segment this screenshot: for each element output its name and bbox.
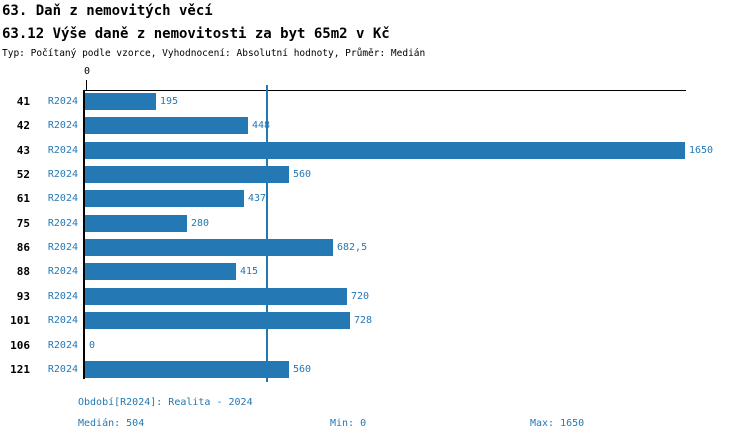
y-axis-line bbox=[83, 90, 85, 379]
row-category-label: 88 bbox=[16, 265, 30, 278]
bar bbox=[85, 166, 289, 183]
row-series-label: R2024 bbox=[47, 218, 78, 229]
chart-row: 88 R2024 415 bbox=[0, 263, 750, 280]
row-category-label: 101 bbox=[10, 314, 30, 327]
row-category-label: 43 bbox=[16, 144, 30, 157]
bar-value-label: 1650 bbox=[689, 145, 714, 156]
bar-value-label: 280 bbox=[191, 218, 210, 229]
bar bbox=[85, 288, 347, 305]
x-axis-zero-tick bbox=[86, 80, 87, 90]
bar-value-label: 720 bbox=[351, 291, 370, 302]
bar bbox=[85, 93, 156, 110]
row-category-label: 61 bbox=[16, 192, 30, 205]
row-category-label: 41 bbox=[16, 95, 30, 108]
chart-row: 101 R2024 728 bbox=[0, 312, 750, 329]
chart-row: 75 R2024 280 bbox=[0, 215, 750, 232]
chart-row: 86 R2024 682,5 bbox=[0, 239, 750, 256]
bar bbox=[85, 263, 236, 280]
row-series-label: R2024 bbox=[47, 364, 78, 375]
bar-value-label: 437 bbox=[248, 193, 267, 204]
chart-row: 61 R2024 437 bbox=[0, 190, 750, 207]
footer-max: Max: 1650 bbox=[530, 418, 585, 429]
chart-row: 43 R2024 1650 bbox=[0, 142, 750, 159]
chart-row: 41 R2024 195 bbox=[0, 93, 750, 110]
row-series-label: R2024 bbox=[47, 96, 78, 107]
row-category-label: 106 bbox=[10, 339, 30, 352]
bar-value-label: 448 bbox=[252, 120, 271, 131]
bar-value-label: 682,5 bbox=[337, 242, 368, 253]
footer-min: Min: 0 bbox=[330, 418, 367, 429]
bar-value-label: 560 bbox=[293, 364, 312, 375]
bar-value-label: 728 bbox=[354, 315, 373, 326]
row-category-label: 93 bbox=[16, 290, 30, 303]
row-category-label: 86 bbox=[16, 241, 30, 254]
chart-subtitle: 63.12 Výše daně z nemovitosti za byt 65m… bbox=[2, 26, 390, 42]
row-category-label: 42 bbox=[16, 119, 30, 132]
chart-meta-line: Typ: Počítaný podle vzorce, Vyhodnocení:… bbox=[2, 48, 426, 59]
bar bbox=[85, 190, 244, 207]
row-category-label: 75 bbox=[16, 217, 30, 230]
bar-value-label: 0 bbox=[89, 340, 96, 351]
row-series-label: R2024 bbox=[47, 193, 78, 204]
bar-value-label: 415 bbox=[240, 266, 259, 277]
bar bbox=[85, 361, 289, 378]
bar bbox=[85, 142, 685, 159]
chart-row: 121 R2024 560 bbox=[0, 361, 750, 378]
row-series-label: R2024 bbox=[47, 315, 78, 326]
footer-median: Medián: 504 bbox=[78, 418, 145, 429]
row-series-label: R2024 bbox=[47, 242, 78, 253]
bar-value-label: 560 bbox=[293, 169, 312, 180]
row-series-label: R2024 bbox=[47, 120, 78, 131]
row-series-label: R2024 bbox=[47, 145, 78, 156]
row-series-label: R2024 bbox=[47, 340, 78, 351]
bar bbox=[85, 239, 333, 256]
row-category-label: 52 bbox=[16, 168, 30, 181]
bar bbox=[85, 215, 187, 232]
row-category-label: 121 bbox=[10, 363, 30, 376]
bar bbox=[85, 312, 350, 329]
page-title: 63. Daň z nemovitých věcí bbox=[2, 3, 213, 19]
median-reference-line bbox=[266, 85, 268, 382]
row-series-label: R2024 bbox=[47, 266, 78, 277]
row-series-label: R2024 bbox=[47, 291, 78, 302]
bar bbox=[85, 117, 248, 134]
x-axis-line bbox=[84, 90, 686, 91]
bar-value-label: 195 bbox=[160, 96, 179, 107]
x-axis-zero-label: 0 bbox=[83, 66, 91, 77]
chart-row: 52 R2024 560 bbox=[0, 166, 750, 183]
chart-row: 93 R2024 720 bbox=[0, 288, 750, 305]
row-series-label: R2024 bbox=[47, 169, 78, 180]
chart-row: 106 R2024 0 bbox=[0, 337, 750, 354]
chart-row: 42 R2024 448 bbox=[0, 117, 750, 134]
footer-period: Období[R2024]: Realita - 2024 bbox=[78, 397, 253, 408]
